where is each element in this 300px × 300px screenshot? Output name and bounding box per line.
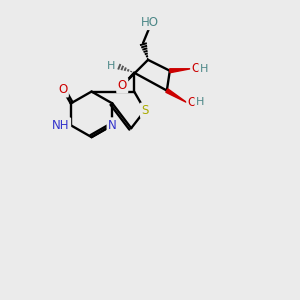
Text: NH: NH xyxy=(52,119,70,132)
Polygon shape xyxy=(166,89,187,102)
Text: S: S xyxy=(141,104,149,117)
Text: O: O xyxy=(118,79,127,92)
Text: H: H xyxy=(196,98,204,107)
Text: O: O xyxy=(192,62,201,75)
Text: N: N xyxy=(108,119,117,132)
Text: O: O xyxy=(58,83,68,96)
Text: O: O xyxy=(188,96,197,109)
Polygon shape xyxy=(169,69,190,73)
Text: H: H xyxy=(107,61,115,71)
Text: HO: HO xyxy=(141,16,159,29)
Text: H: H xyxy=(200,64,208,74)
